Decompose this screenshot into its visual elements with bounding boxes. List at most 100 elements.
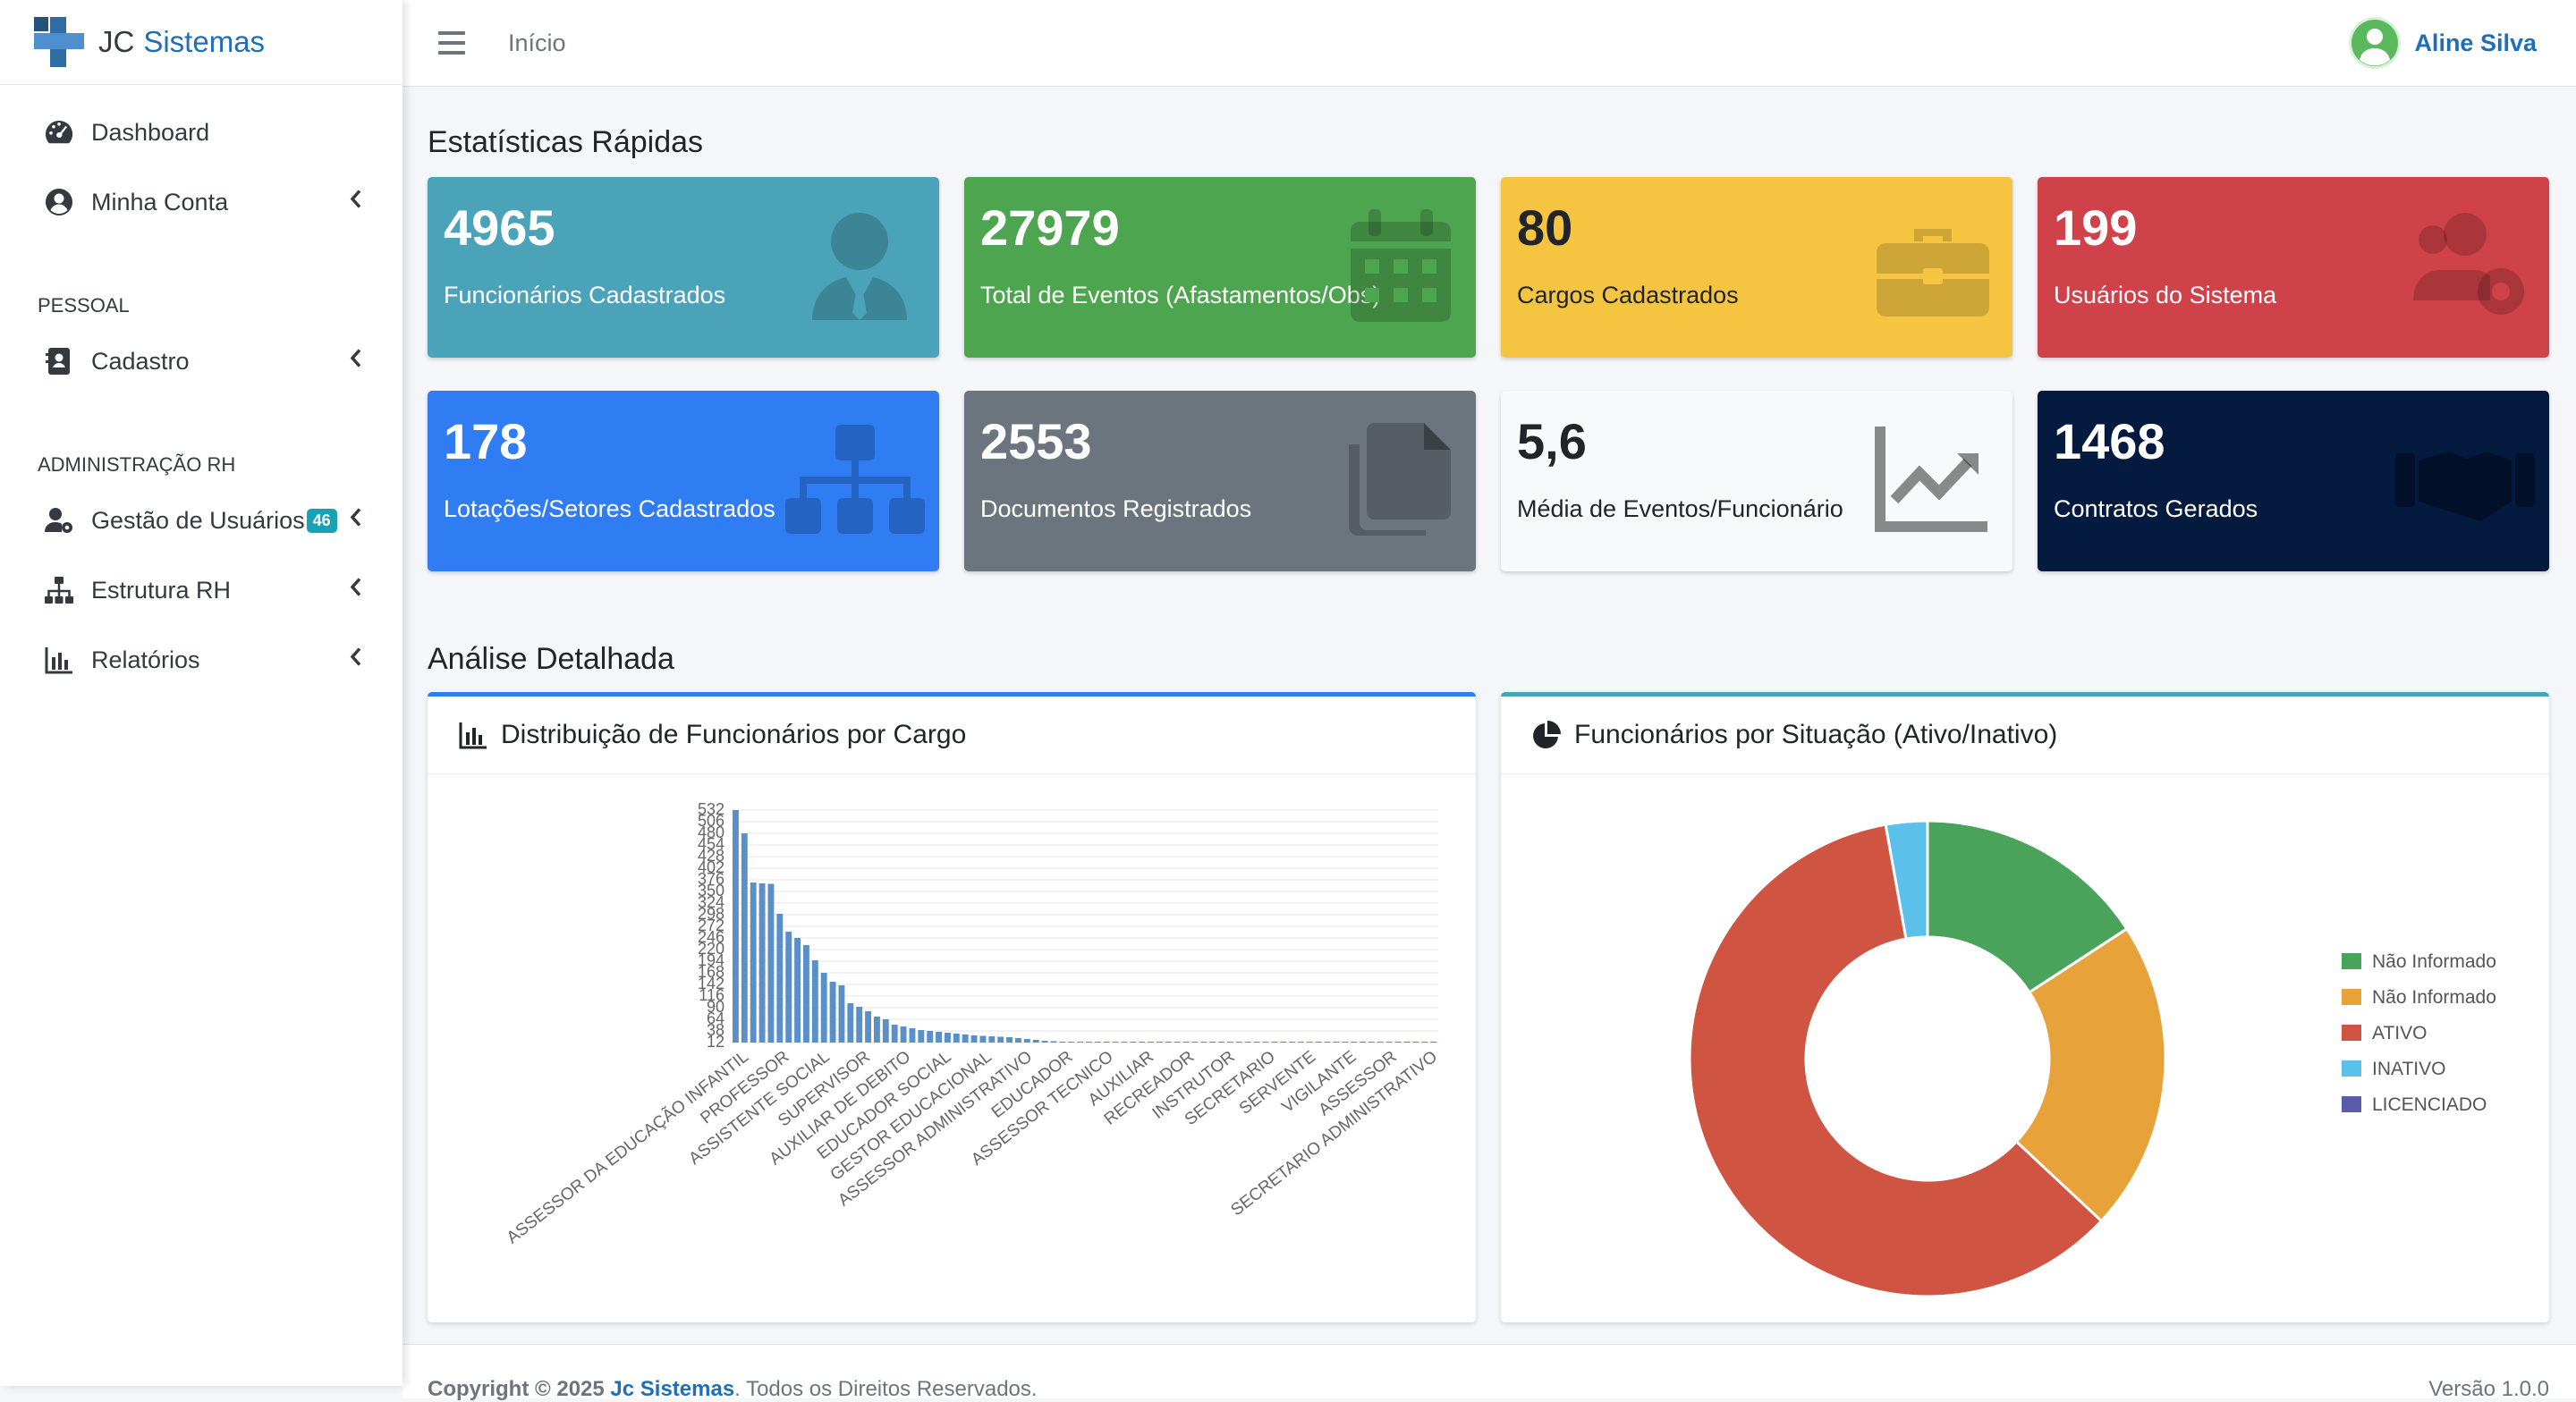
- legend-item[interactable]: Não Informado: [2372, 987, 2496, 1008]
- footer-company-link[interactable]: Jc Sistemas: [610, 1377, 735, 1401]
- bar[interactable]: [820, 973, 827, 1043]
- bar[interactable]: [1032, 1040, 1039, 1043]
- bar[interactable]: [758, 883, 766, 1043]
- bar[interactable]: [767, 883, 775, 1043]
- bar[interactable]: [997, 1036, 1004, 1043]
- bar[interactable]: [1094, 1042, 1101, 1043]
- bar[interactable]: [1306, 1042, 1313, 1043]
- bar[interactable]: [1421, 1042, 1428, 1043]
- sidebar-item-minha-conta[interactable]: Minha Conta: [0, 167, 402, 237]
- bar[interactable]: [838, 985, 845, 1043]
- bar[interactable]: [953, 1034, 960, 1043]
- bar[interactable]: [945, 1033, 951, 1043]
- bar[interactable]: [847, 1003, 854, 1043]
- legend-item[interactable]: ATIVO: [2372, 1023, 2427, 1043]
- bar[interactable]: [1280, 1042, 1287, 1043]
- stat-box-funcionarios[interactable]: 4965 Funcionários Cadastrados: [428, 177, 939, 358]
- hamburger-menu-icon[interactable]: [438, 31, 465, 55]
- bar[interactable]: [1041, 1041, 1048, 1043]
- stat-box-lotacoes[interactable]: 178 Lotações/Setores Cadastrados: [428, 391, 939, 571]
- bar[interactable]: [1121, 1042, 1128, 1043]
- bar[interactable]: [1209, 1042, 1216, 1043]
- bar[interactable]: [1262, 1042, 1269, 1043]
- bar[interactable]: [1253, 1042, 1260, 1043]
- bar[interactable]: [1103, 1042, 1110, 1043]
- donut-slice[interactable]: [1884, 819, 1929, 941]
- bar[interactable]: [1068, 1042, 1075, 1043]
- donut-slice[interactable]: [1688, 823, 2104, 1298]
- sidebar-item-estrutura-rh[interactable]: Estrutura RH: [0, 555, 402, 625]
- bar[interactable]: [856, 1007, 863, 1043]
- bar[interactable]: [988, 1036, 996, 1043]
- legend-item[interactable]: Não Informado: [2372, 951, 2496, 972]
- sidebar-item-dashboard[interactable]: Dashboard: [0, 97, 402, 167]
- legend-item[interactable]: INATIVO: [2372, 1059, 2445, 1079]
- bar[interactable]: [1315, 1042, 1322, 1043]
- bar[interactable]: [1165, 1042, 1172, 1043]
- bar[interactable]: [750, 883, 757, 1043]
- bar[interactable]: [811, 960, 818, 1043]
- bar[interactable]: [1015, 1038, 1021, 1043]
- donut-slice[interactable]: [1926, 819, 2129, 994]
- bar[interactable]: [1023, 1039, 1030, 1043]
- bar[interactable]: [1377, 1042, 1384, 1043]
- legend-item[interactable]: LICENCIADO: [2372, 1094, 2487, 1115]
- bar[interactable]: [1174, 1042, 1181, 1043]
- breadcrumb-home-link[interactable]: Início: [508, 29, 566, 56]
- bar[interactable]: [1333, 1042, 1340, 1043]
- bar[interactable]: [1139, 1042, 1146, 1043]
- bar[interactable]: [1182, 1042, 1190, 1043]
- bar[interactable]: [829, 982, 836, 1043]
- bar[interactable]: [785, 932, 792, 1043]
- bar[interactable]: [1050, 1041, 1057, 1043]
- bar[interactable]: [1289, 1042, 1295, 1043]
- bar[interactable]: [1360, 1042, 1366, 1043]
- bar[interactable]: [1006, 1037, 1013, 1043]
- bar[interactable]: [1385, 1042, 1393, 1043]
- bar[interactable]: [882, 1019, 889, 1043]
- bar[interactable]: [1351, 1042, 1358, 1043]
- bar[interactable]: [733, 810, 739, 1043]
- bar[interactable]: [1368, 1042, 1375, 1043]
- stat-box-cargos[interactable]: 80 Cargos Cadastrados: [1501, 177, 2012, 358]
- bar[interactable]: [1403, 1042, 1411, 1043]
- bar[interactable]: [1412, 1042, 1419, 1043]
- bar[interactable]: [962, 1035, 969, 1043]
- bar[interactable]: [1271, 1042, 1278, 1043]
- bar[interactable]: [1235, 1042, 1242, 1043]
- bar[interactable]: [1191, 1042, 1199, 1043]
- bar[interactable]: [891, 1025, 898, 1043]
- bar[interactable]: [1298, 1042, 1304, 1043]
- stat-box-media-eventos[interactable]: 5,6 Média de Eventos/Funcionário: [1501, 391, 2012, 571]
- bar[interactable]: [794, 938, 801, 1043]
- bar[interactable]: [1112, 1042, 1119, 1043]
- bar[interactable]: [865, 1011, 871, 1043]
- bar[interactable]: [979, 1035, 987, 1043]
- stat-box-contratos[interactable]: 1468 Contratos Gerados: [2038, 391, 2549, 571]
- bar[interactable]: [900, 1026, 907, 1043]
- bar[interactable]: [918, 1030, 925, 1043]
- bar[interactable]: [1059, 1042, 1066, 1043]
- bar[interactable]: [909, 1028, 916, 1043]
- sidebar-item-relatorios[interactable]: Relatórios: [0, 625, 402, 695]
- bar[interactable]: [1324, 1042, 1331, 1043]
- bar[interactable]: [1342, 1042, 1349, 1043]
- bar[interactable]: [970, 1035, 978, 1043]
- stat-box-usuarios[interactable]: 199 Usuários do Sistema: [2038, 177, 2549, 358]
- bar[interactable]: [1394, 1042, 1402, 1043]
- bar[interactable]: [927, 1031, 934, 1043]
- bar[interactable]: [874, 1017, 880, 1043]
- bar[interactable]: [1077, 1042, 1083, 1043]
- bar[interactable]: [776, 914, 784, 1043]
- stat-box-documentos[interactable]: 2553 Documentos Registrados: [964, 391, 1476, 571]
- stat-box-eventos[interactable]: 27979 Total de Eventos (Afastamentos/Obs…: [964, 177, 1476, 358]
- bar[interactable]: [1218, 1042, 1224, 1043]
- bar[interactable]: [741, 833, 748, 1043]
- sidebar-item-cadastro[interactable]: Cadastro: [0, 326, 402, 396]
- brand-logo-link[interactable]: JC Sistemas: [0, 0, 402, 85]
- bar[interactable]: [1148, 1042, 1154, 1043]
- sidebar-item-gestao-usuarios[interactable]: Gestão de Usuários 46: [0, 486, 402, 555]
- bar[interactable]: [1130, 1042, 1137, 1043]
- bar[interactable]: [803, 945, 809, 1043]
- bar[interactable]: [1430, 1042, 1436, 1043]
